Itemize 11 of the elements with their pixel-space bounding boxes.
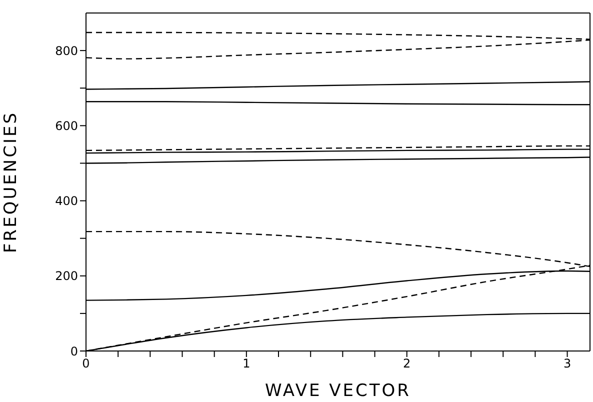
y-tick-label: 600 <box>55 118 78 133</box>
x-tick-label: 1 <box>242 356 250 371</box>
y-tick-label: 800 <box>55 44 78 58</box>
x-axis-title: WAVE VECTOR <box>264 381 412 401</box>
x-tick-label: 3 <box>563 356 572 371</box>
x-tick-label: 2 <box>403 356 411 371</box>
y-axis-title: FREQUENCIES <box>1 110 22 254</box>
y-tick-label: 400 <box>55 194 78 208</box>
y-tick-label: 200 <box>55 269 78 284</box>
x-tick-label: 0 <box>82 356 90 371</box>
y-tick-label: 0 <box>70 344 78 358</box>
